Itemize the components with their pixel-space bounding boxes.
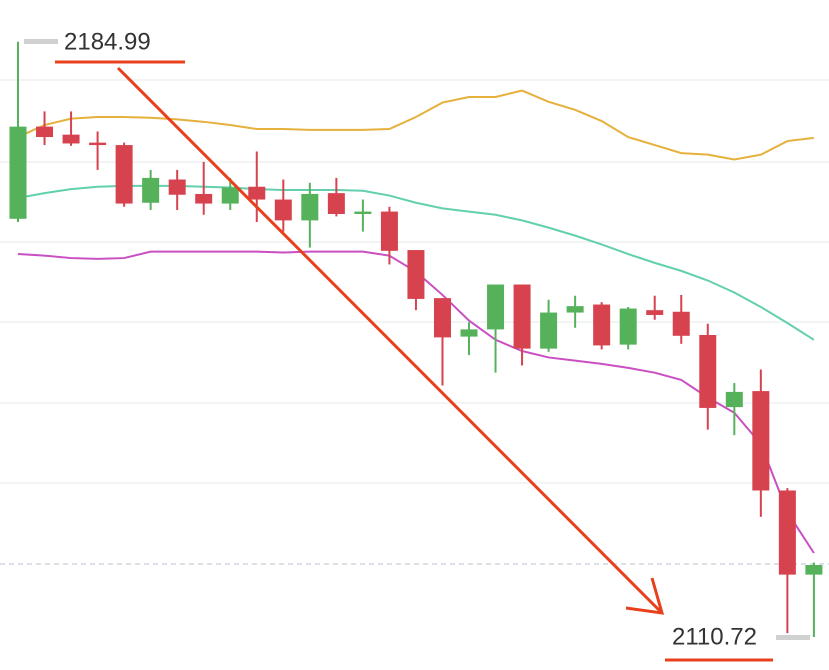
- candle-body: [354, 211, 372, 214]
- annotations: 2184.99 2110.72: [24, 28, 810, 662]
- candle-body: [433, 298, 451, 338]
- candle-body: [619, 308, 637, 345]
- low-label: 2110.72: [672, 623, 757, 650]
- plot: [9, 41, 823, 637]
- high-label: 2184.99: [64, 28, 151, 55]
- low-marker: [776, 635, 810, 640]
- candle-body: [699, 335, 717, 408]
- candle-body: [460, 329, 478, 337]
- candle-body: [593, 304, 611, 346]
- candle-body: [513, 284, 531, 349]
- candle-body: [62, 134, 80, 144]
- candle-body: [115, 145, 133, 204]
- candle-body: [327, 193, 345, 214]
- candle-body: [805, 565, 823, 575]
- candle-body: [168, 179, 186, 195]
- candle-body: [9, 126, 27, 219]
- high-marker: [24, 39, 58, 44]
- candle-body: [725, 391, 743, 408]
- candle-body: [221, 187, 239, 204]
- candle-body: [566, 306, 584, 313]
- candle-body: [195, 193, 213, 204]
- candle-body: [646, 310, 664, 315]
- candle-body: [407, 250, 425, 299]
- background-grid: [0, 79, 829, 565]
- candle-body: [778, 490, 796, 575]
- candle-body: [752, 391, 770, 491]
- candle-body: [487, 284, 505, 330]
- candle-body: [274, 199, 292, 221]
- candle-body: [248, 186, 266, 200]
- candle-body: [89, 142, 107, 146]
- candle-body: [540, 312, 558, 349]
- candle-body: [142, 177, 160, 203]
- candle-body: [36, 126, 54, 138]
- candle-body: [380, 211, 398, 251]
- moving-average-line: [17, 89, 815, 161]
- arrow-head: [625, 577, 665, 615]
- trend-arrow: [116, 66, 664, 615]
- candle-body: [301, 193, 319, 221]
- candle-body: [672, 311, 690, 336]
